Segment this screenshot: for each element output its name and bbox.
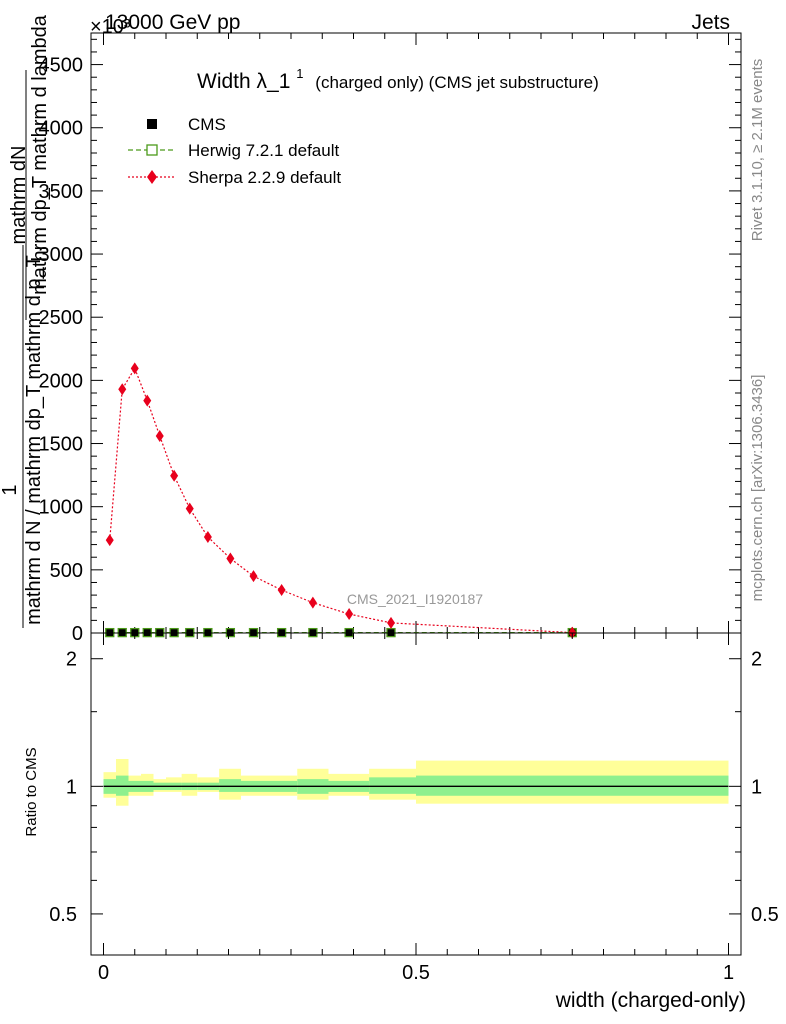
ratio-y-tick-label: 0.5 [49, 904, 77, 926]
legend-sherpa-marker [147, 170, 157, 184]
sherpa-point [170, 469, 179, 482]
x-axis-label: width (charged-only) [555, 989, 746, 1012]
ratio-y-label: Ratio to CMS [23, 747, 40, 836]
y-tick-label: 3000 [39, 244, 84, 266]
sherpa-point [226, 552, 235, 565]
ylabel-one: 1 [0, 484, 21, 495]
y-tick-label: 1500 [39, 434, 84, 456]
chart-title-main: Width λ_1 [197, 70, 290, 93]
y-tick-label: 3500 [39, 181, 84, 203]
y-exponent: ×10³ [90, 16, 131, 38]
ratio-bands [103, 759, 729, 806]
ylabel-numerator: mathrm dN [8, 146, 30, 245]
chart-title-sup: 1 [296, 66, 303, 81]
x-tick-label: 1 [723, 962, 734, 984]
ylabel-normalization: mathrm d N / mathrm dp_T mathrm d p_T [23, 255, 45, 625]
mcplots-label: mcplots.cern.ch [arXiv:1306.3436] [749, 375, 766, 602]
sherpa-point [118, 383, 127, 396]
sherpa-point [185, 502, 194, 515]
y-tick-label: 0 [72, 623, 83, 645]
y-tick-label: 4000 [39, 118, 84, 140]
chart-title-rest: (charged only) (CMS jet substructure) [315, 73, 598, 92]
chart-title: Width λ_1 1 (charged only) (CMS jet subs… [197, 60, 599, 93]
ratio-y-tick-label-right: 2 [751, 649, 762, 671]
legend-label: Herwig 7.2.1 default [188, 141, 339, 160]
y-tick-label: 500 [50, 560, 83, 582]
y-tick-label: 4500 [39, 55, 84, 77]
legend-label: Sherpa 2.2.9 default [188, 168, 341, 187]
stat-uncertainty-band [369, 777, 416, 794]
stat-uncertainty-band [219, 779, 241, 792]
y-tick-label: 2000 [39, 370, 84, 392]
sherpa-point [155, 429, 164, 442]
x-tick-label: 0.5 [402, 962, 430, 984]
legend-label: CMS [188, 115, 226, 134]
main-y-label: mathrm dN mathrm dp_T mathrm d lambda 1 … [0, 14, 51, 628]
watermark: CMS_2021_I1920187 [347, 591, 483, 607]
legend: CMS Herwig 7.2.1 default Sherpa 2.2.9 defa… [128, 115, 341, 187]
main-series [105, 362, 577, 639]
sherpa-point [249, 570, 258, 583]
ylabel-denominator: mathrm dp_T mathrm d lambda [29, 14, 51, 295]
main-x-axis [103, 33, 729, 633]
rivet-label: Rivet 3.1.10, ≥ 2.1M events [749, 59, 766, 242]
sherpa-point [387, 616, 395, 629]
legend-herwig-marker [146, 144, 158, 156]
x-tick-label: 0 [98, 962, 109, 984]
sherpa-point [105, 534, 114, 547]
ratio-axes: 0.5 0.5 1 1 2 2 0 0.5 1 [49, 632, 779, 984]
ratio-y-tick-label-right: 0.5 [751, 904, 779, 926]
ratio-y-tick-label: 1 [66, 776, 77, 798]
sherpa-point [130, 362, 139, 375]
ratio-y-tick-label: 2 [66, 649, 77, 671]
sherpa-point [277, 584, 286, 597]
sherpa-line [109, 367, 573, 634]
sherpa-point [308, 596, 317, 609]
sherpa-point [143, 394, 152, 407]
header-jets: Jets [691, 11, 730, 34]
main-y-axis: 0 500 1000 1500 2000 2500 3000 3500 4000 4500 [39, 38, 741, 645]
y-tick-label: 2500 [39, 307, 84, 329]
legend-cms-marker [147, 119, 157, 129]
header-energy: 13000 GeV pp [105, 11, 240, 34]
sherpa-point [345, 608, 354, 621]
ratio-y-tick-label-right: 1 [751, 776, 762, 798]
y-tick-label: 1000 [39, 497, 84, 519]
sherpa-point [203, 531, 212, 543]
